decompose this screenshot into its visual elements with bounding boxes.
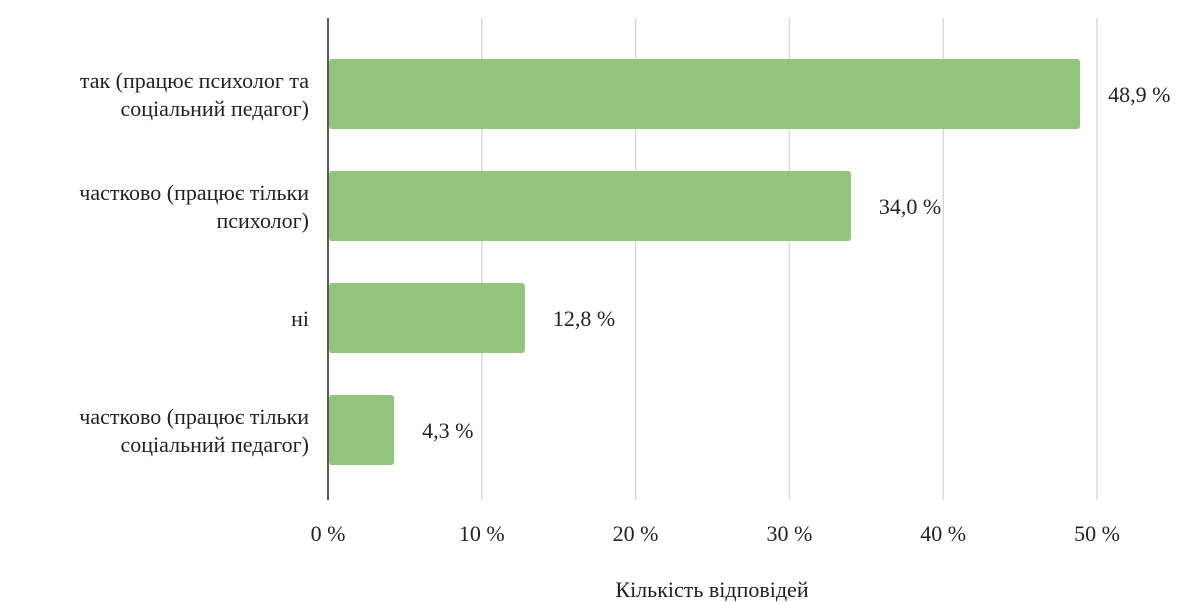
label-layer: 0 % 10 % 20 % 30 % 40 % 50 % 48,9 % так (працює…: [79, 68, 1170, 546]
y-category-label-line: соціальний педагог): [121, 96, 309, 121]
data-label: 12,8 %: [553, 306, 615, 331]
bar-layer: [329, 59, 1080, 465]
y-category-label-line: ні: [291, 306, 309, 331]
bar-0: [329, 59, 1080, 129]
data-label: 34,0 %: [879, 194, 941, 219]
x-tick-label: 10 %: [459, 521, 505, 546]
bar-1: [329, 171, 851, 241]
y-category-label-line: психолог): [216, 208, 309, 233]
y-category-label-line: частково (працює тільки: [79, 404, 309, 429]
x-tick-label: 30 %: [766, 521, 812, 546]
bar-3: [329, 395, 394, 465]
data-label: 4,3 %: [422, 418, 473, 443]
x-tick-label: 0 %: [311, 521, 346, 546]
y-category-label-line: соціальний педагог): [121, 432, 309, 457]
y-category-label: частково (працює тільки соціальний педаго…: [79, 404, 309, 457]
data-label: 48,9 %: [1108, 82, 1170, 107]
x-tick-label: 50 %: [1074, 521, 1120, 546]
y-category-label: ні: [291, 306, 309, 331]
y-category-label-line: частково (працює тільки: [79, 180, 309, 205]
bar-2: [329, 283, 525, 353]
x-axis-title: Кількість відповідей: [615, 577, 808, 602]
y-category-label: так (працює психолог та соціальний педаго…: [80, 68, 309, 121]
x-tick-label: 20 %: [613, 521, 659, 546]
y-category-label: частково (працює тільки психолог): [79, 180, 309, 233]
x-tick-label: 40 %: [920, 521, 966, 546]
y-category-label-line: так (працює психолог та: [80, 68, 309, 93]
